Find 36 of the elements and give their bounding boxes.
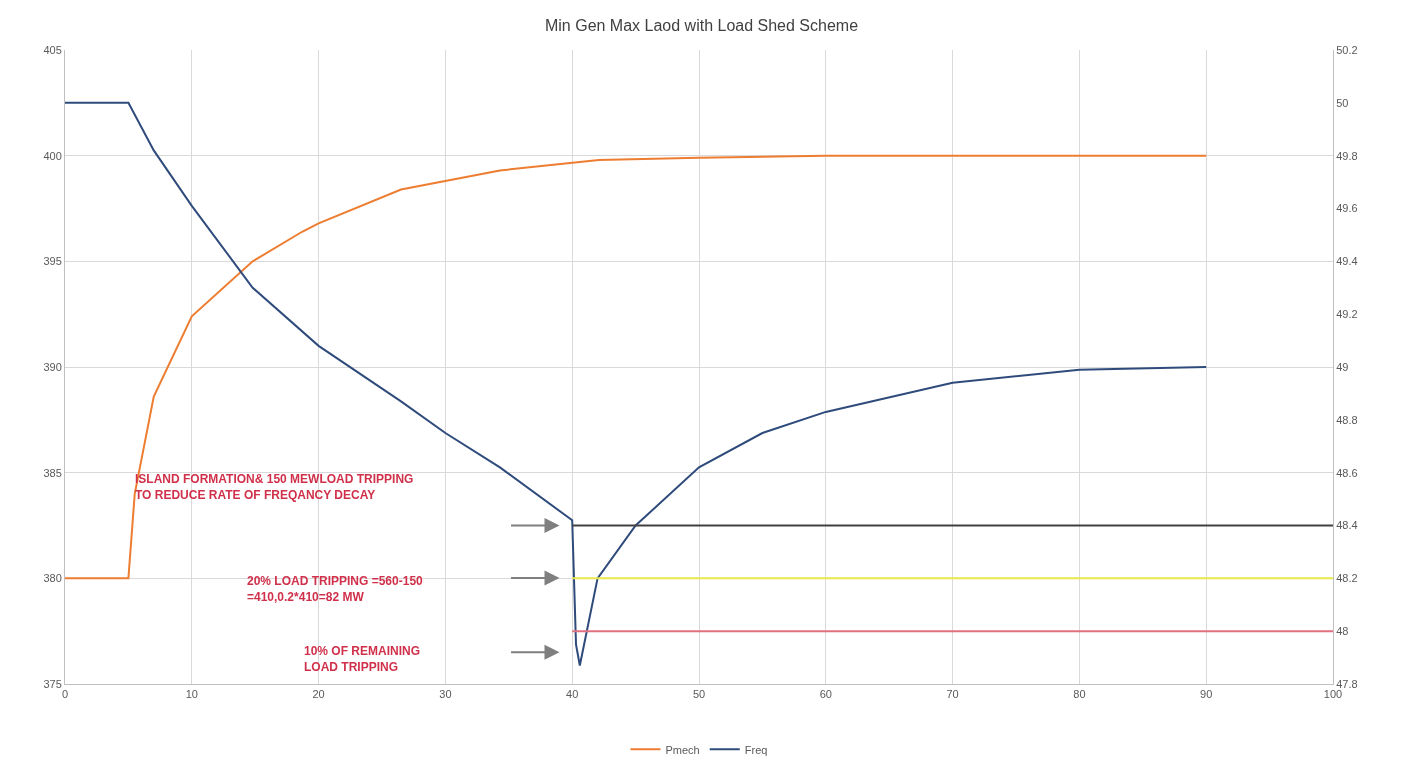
x-tick-label: 50 bbox=[692, 688, 706, 701]
x-tick-label: 90 bbox=[1200, 688, 1213, 701]
annotation: 10% OF REMAINING LOAD TRIPPING bbox=[304, 644, 421, 674]
y-tick-label: 375 bbox=[43, 677, 62, 690]
annotation: 20% LOAD TRIPPING =560-150 =410,0.2*410=82 MW bbox=[247, 574, 424, 604]
x-tick-label: 70 bbox=[946, 688, 959, 701]
x-tick-label: 0 bbox=[61, 688, 69, 701]
y2-tick-label: 48.6 bbox=[1336, 466, 1358, 479]
x-tick-label: 20 bbox=[312, 688, 325, 701]
legend-label: Freq bbox=[744, 743, 768, 756]
y-tick-label: 385 bbox=[43, 466, 62, 479]
y-tick-label: 380 bbox=[43, 572, 62, 585]
y2-tick-label: 48.8 bbox=[1336, 413, 1358, 426]
x-tick-label: 100 bbox=[1323, 688, 1343, 701]
x-tick-label: 30 bbox=[439, 688, 452, 701]
y2-tick-label: 49 bbox=[1336, 360, 1349, 373]
y2-tick-label: 50.2 bbox=[1336, 43, 1358, 56]
y-tick-label: 400 bbox=[43, 149, 62, 162]
chart-title: Min Gen Max Laod with Load Shed Scheme bbox=[544, 16, 859, 34]
y2-tick-label: 49.4 bbox=[1336, 255, 1358, 268]
y-tick-label: 395 bbox=[43, 255, 62, 268]
y2-tick-label: 47.8 bbox=[1336, 677, 1358, 690]
x-tick-label: 80 bbox=[1073, 688, 1086, 701]
y2-tick-label: 49.6 bbox=[1336, 202, 1358, 215]
y2-tick-label: 50 bbox=[1336, 96, 1349, 109]
y2-tick-label: 48.2 bbox=[1336, 572, 1358, 585]
x-tick-label: 40 bbox=[566, 688, 579, 701]
x-tick-label: 10 bbox=[185, 688, 198, 701]
y2-tick-label: 49.8 bbox=[1336, 149, 1358, 162]
y-tick-label: 390 bbox=[43, 360, 62, 373]
y2-tick-label: 48.4 bbox=[1336, 519, 1358, 532]
y-tick-label: 405 bbox=[43, 43, 62, 56]
x-tick-label: 60 bbox=[819, 688, 832, 701]
y2-tick-label: 48 bbox=[1336, 625, 1349, 638]
y2-tick-label: 49.2 bbox=[1336, 308, 1358, 321]
legend-label: Pmech bbox=[665, 743, 700, 756]
